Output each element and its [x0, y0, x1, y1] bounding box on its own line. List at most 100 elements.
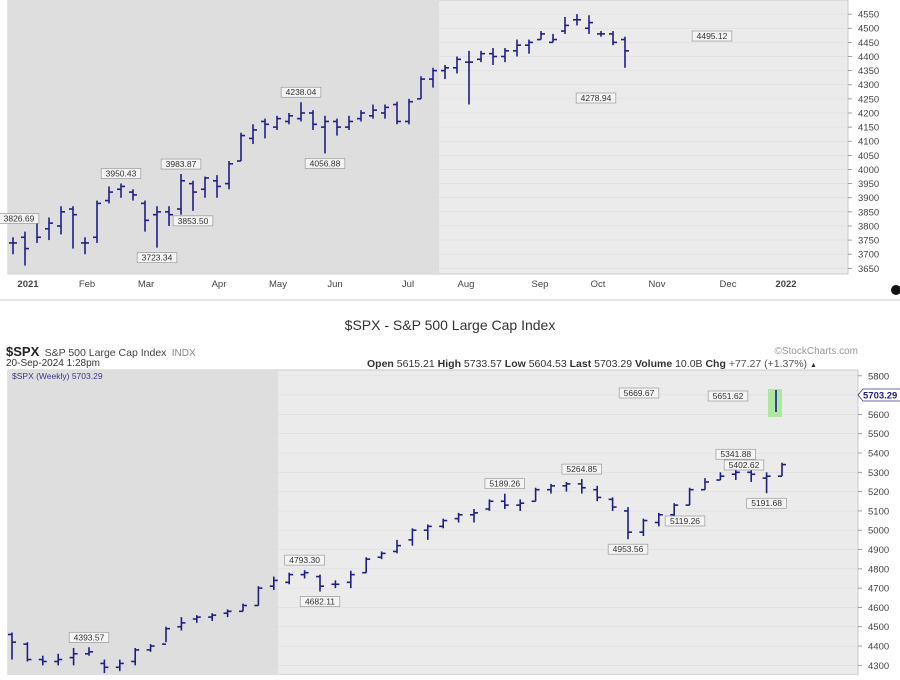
- y-tick-label: 3700: [858, 250, 879, 261]
- x-tick-label: Jul: [402, 279, 414, 290]
- high-label: High: [437, 358, 461, 370]
- value-label-box: [618, 387, 660, 399]
- open-value: 5615.21: [396, 358, 435, 370]
- x-tick-label: Nov: [649, 279, 666, 290]
- y-tick-label: 5100: [868, 506, 889, 517]
- open-label: Open: [367, 358, 394, 370]
- y-tick-label: 5500: [868, 429, 889, 440]
- last-label: Last: [569, 358, 592, 370]
- y-tick-label: 4500: [868, 622, 889, 633]
- chart-date: 20-Sep-2024 1:28pm: [6, 358, 100, 369]
- y-tick-label: 4300: [868, 661, 889, 672]
- value-label-box: [707, 390, 749, 402]
- value-label-box: [299, 596, 341, 607]
- value-label: 5189.26: [489, 479, 520, 489]
- y-tick-label: 4200: [858, 108, 879, 119]
- last-value-label: 5703.29: [863, 391, 897, 402]
- volume-value: 10.0B: [675, 358, 703, 370]
- value-label: 3983.87: [166, 159, 197, 169]
- value-label-box: [304, 158, 346, 169]
- y-tick-label: 3800: [858, 221, 879, 232]
- value-label-box: [715, 448, 756, 460]
- triangle-up-icon: ▲: [809, 362, 817, 369]
- ohlc-stats: Open 5615.21 High 5733.57 Low 5604.53 La…: [367, 358, 817, 370]
- y-tick-label: 4600: [868, 603, 889, 614]
- x-tick-label: Dec: [720, 279, 737, 290]
- value-label: 3723.34: [142, 253, 173, 263]
- value-label: 5402.62: [729, 460, 760, 470]
- y-tick-label: 4800: [868, 564, 889, 575]
- value-label-box: [575, 92, 617, 104]
- low-label: Low: [504, 358, 526, 370]
- value-label: 5119.26: [670, 516, 700, 526]
- value-label: 3826.69: [4, 213, 35, 223]
- value-label: 3950.43: [106, 168, 137, 178]
- y-tick-label: 4700: [868, 584, 889, 595]
- last-value-marker: [857, 388, 900, 402]
- x-tick-label: May: [269, 279, 287, 290]
- y-tick-label: 4100: [858, 137, 879, 148]
- chart-title: $SPX - S&P 500 Large Cap Index: [344, 317, 556, 333]
- value-label-box: [160, 158, 202, 170]
- value-label-box: [68, 631, 110, 643]
- value-label-box: [723, 459, 765, 471]
- value-label: 4953.56: [613, 544, 644, 554]
- shaded-region: [8, 370, 278, 675]
- value-label-box: [0, 213, 40, 224]
- value-label-box: [691, 30, 733, 42]
- value-label-box: [284, 554, 325, 566]
- y-tick-label: 4250: [858, 94, 879, 105]
- value-label: 4682.11: [305, 597, 335, 607]
- value-label: 4278.94: [581, 93, 612, 103]
- value-label: 5341.88: [720, 449, 751, 459]
- bullet-dot: [891, 285, 900, 295]
- value-label: 5264.85: [566, 464, 597, 474]
- y-tick-label: 5600: [868, 410, 889, 421]
- value-label-box: [561, 463, 602, 475]
- exchange: INDX: [171, 348, 196, 359]
- x-tick-label: Jun: [327, 279, 342, 290]
- x-tick-label: Apr: [212, 279, 227, 290]
- y-tick-label: 4450: [858, 38, 879, 49]
- y-tick-label: 3900: [858, 193, 879, 204]
- value-label-box: [100, 168, 142, 179]
- last-value: 5703.29: [594, 358, 633, 370]
- value-label: 4495.12: [697, 31, 728, 41]
- value-label-box: [280, 86, 322, 98]
- shaded-region: [8, 0, 439, 274]
- value-label: 5669.67: [624, 388, 655, 398]
- chg-label: Chg: [705, 358, 726, 370]
- value-label-box: [172, 215, 214, 227]
- x-tick-label: Sep: [532, 279, 549, 290]
- low-value: 5604.53: [528, 358, 567, 370]
- symbol-header: $SPX S&P 500 Large Cap Index INDX: [6, 344, 196, 359]
- y-tick-label: 4550: [858, 10, 879, 21]
- y-tick-label: 4900: [868, 545, 889, 556]
- high-value: 5733.57: [463, 358, 502, 370]
- value-label: 4056.88: [310, 158, 341, 168]
- y-tick-label: 5000: [868, 526, 889, 537]
- y-tick-label: 5400: [868, 449, 889, 460]
- brand-watermark: ©StockCharts.com: [774, 346, 858, 357]
- x-tick-label: 2022: [775, 279, 796, 290]
- x-tick-label: 2021: [17, 279, 39, 290]
- value-label: 4238.04: [286, 87, 317, 97]
- series-legend: $SPX (Weekly) 5703.29: [12, 371, 103, 381]
- y-tick-label: 5300: [868, 468, 889, 479]
- chg-value: +77.27 (+1.37%): [728, 358, 808, 370]
- value-label-box: [136, 252, 178, 263]
- y-tick-label: 3950: [858, 179, 879, 190]
- y-tick-label: 4400: [868, 642, 889, 653]
- value-label-box: [607, 543, 649, 555]
- value-label: 5651.62: [713, 391, 744, 401]
- value-label: 4393.57: [74, 632, 105, 642]
- last-bar-highlight: [768, 389, 782, 417]
- volume-label: Volume: [635, 358, 673, 370]
- y-tick-label: 5800: [868, 371, 889, 382]
- y-tick-label: 5200: [868, 487, 889, 498]
- value-label-box: [484, 478, 525, 489]
- y-tick-label: 4050: [858, 151, 879, 162]
- value-label: 3853.50: [178, 216, 209, 226]
